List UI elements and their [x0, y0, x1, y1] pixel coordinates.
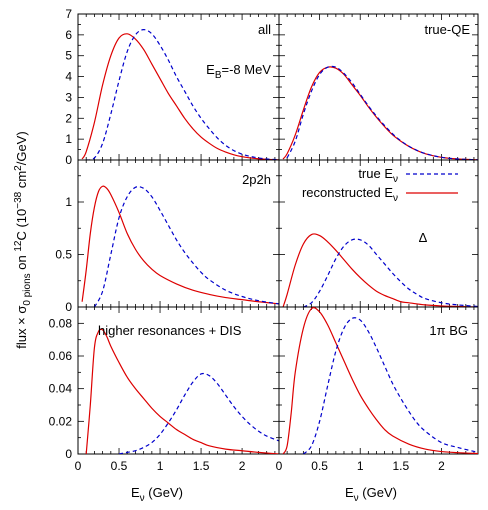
ylabel-exp: −38	[13, 191, 24, 208]
x-tick-label: 1	[157, 459, 164, 473]
panel-annotation: 2p2h	[242, 172, 271, 187]
ylabel-tail: C (10	[14, 209, 29, 241]
x-tick-label: 0.5	[311, 459, 328, 473]
series-line-true	[86, 29, 279, 160]
series-line-true	[93, 186, 279, 307]
x-axis-label-left: Eν (GeV)	[131, 485, 183, 504]
ylabel-end: /GeV)	[14, 131, 29, 165]
x-tick-label: 0	[75, 459, 82, 473]
series-line-reconstructed	[282, 66, 478, 160]
series-line-reconstructed	[85, 328, 279, 454]
y-tick-label: 5	[65, 49, 72, 63]
series-line-reconstructed	[282, 307, 478, 454]
series-line-reconstructed	[282, 233, 478, 307]
y-tick-label: 4	[65, 70, 72, 84]
x-tick-label: 1.5	[392, 459, 409, 473]
y-tick-label: 0	[65, 300, 72, 314]
xlabel-left-tail: (GeV)	[145, 485, 183, 500]
ylabel-sup: 12	[13, 240, 24, 252]
xlabel-left-main: E	[131, 485, 140, 500]
panel-annotation: true-QE	[424, 22, 470, 37]
y-tick-label: 1	[65, 132, 72, 146]
y-tick-label: 0.02	[49, 414, 73, 428]
series-line-true	[286, 65, 478, 160]
legend-label-true: true Eν	[358, 166, 398, 185]
panel-top-right: true-QE	[278, 13, 479, 161]
y-tick-label: 7	[65, 7, 72, 21]
panel-bottom-right: 0 0.5 1 1.5 2 1π BG	[276, 306, 479, 473]
panel-top-left: 0 1 2 3 4 5 6 7 all EB=-8 MeV	[65, 7, 280, 167]
series-line-true	[118, 372, 279, 454]
ylabel-sub: 0 pions	[22, 273, 33, 305]
annotation-main: E	[206, 62, 215, 77]
series-line-true	[303, 238, 478, 307]
ylabel-main: flux × σ	[14, 306, 29, 349]
y-tick-label: 3	[65, 90, 72, 104]
panel-annotation: Δ	[419, 230, 428, 245]
x-tick-label: 1.5	[193, 459, 210, 473]
panel-mid-right: Δ	[278, 159, 479, 308]
series-line-reconstructed	[81, 185, 279, 305]
x-tick-label: 2	[239, 459, 246, 473]
legend-label-reconstructed: reconstructed Eν	[302, 185, 398, 204]
y-tick-label: 0	[65, 153, 72, 167]
plot-area: 0 1 2 3 4 5 6 7 all EB=-8 MeV true-QE 0 0.5 1 2p2h Δ 0 0.…	[49, 7, 479, 473]
ylabel-unit: cm	[14, 171, 29, 192]
xlabel-right-main: E	[345, 485, 354, 500]
panel-frame	[77, 13, 280, 161]
panel-frame	[278, 159, 479, 308]
y-tick-label: 6	[65, 28, 72, 42]
xlabel-left-sub: ν	[140, 493, 145, 504]
xlabel-right-tail: (GeV)	[359, 485, 397, 500]
y-axis-label: flux × σ0 pions on 12C (10−38 cm2/GeV)	[13, 131, 33, 348]
panel-annotation: higher resonances + DIS	[98, 323, 242, 338]
x-tick-label: 1	[357, 459, 364, 473]
y-tick-label: 0.08	[49, 316, 73, 330]
x-tick-label: 0.5	[111, 459, 128, 473]
panel-annotation-binding-energy: EB=-8 MeV	[206, 62, 271, 81]
annotation-tail: =-8 MeV	[222, 62, 272, 77]
ylabel-mid: on	[14, 252, 29, 274]
x-tick-label: 0	[276, 459, 283, 473]
panel-annotation: all	[258, 22, 271, 37]
legend: true Eν reconstructed Eν	[302, 166, 458, 204]
series-line-true	[302, 317, 478, 454]
y-tick-label: 0.5	[55, 248, 72, 262]
y-tick-label: 0.04	[49, 382, 73, 396]
x-tick-label: 2	[438, 459, 445, 473]
panel-annotation: 1π BG	[429, 323, 468, 338]
ylabel-unit-exp: 2	[13, 165, 24, 171]
xlabel-right-sub: ν	[354, 493, 359, 504]
annotation-sub: B	[215, 70, 222, 81]
y-tick-label: 0	[65, 447, 72, 461]
y-tick-label: 0.06	[49, 349, 73, 363]
panel-bottom-left: 0 0.02 0.04 0.06 0.08 0 0.5 1 1.5 2 higher resonan…	[49, 306, 280, 473]
y-tick-label: 2	[65, 111, 72, 125]
x-axis-label-right: Eν (GeV)	[345, 485, 397, 504]
y-tick-label: 1	[65, 195, 72, 209]
series-line-reconstructed	[81, 33, 279, 160]
panel-mid-left: 0 0.5 1 2p2h	[55, 159, 280, 314]
panel-frame	[278, 306, 479, 455]
